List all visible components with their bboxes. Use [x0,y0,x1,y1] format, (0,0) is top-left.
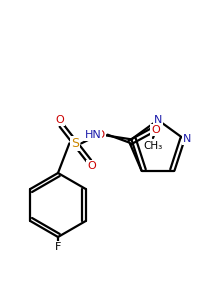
Text: S: S [71,137,79,150]
Text: HO: HO [88,130,106,140]
Text: F: F [55,242,61,252]
Text: CH₃: CH₃ [143,141,163,151]
Text: HN: HN [85,130,101,140]
Text: O: O [151,125,160,135]
Text: O: O [55,115,64,125]
Text: O: O [87,161,96,171]
Text: N: N [183,134,191,144]
Text: N: N [154,115,162,125]
